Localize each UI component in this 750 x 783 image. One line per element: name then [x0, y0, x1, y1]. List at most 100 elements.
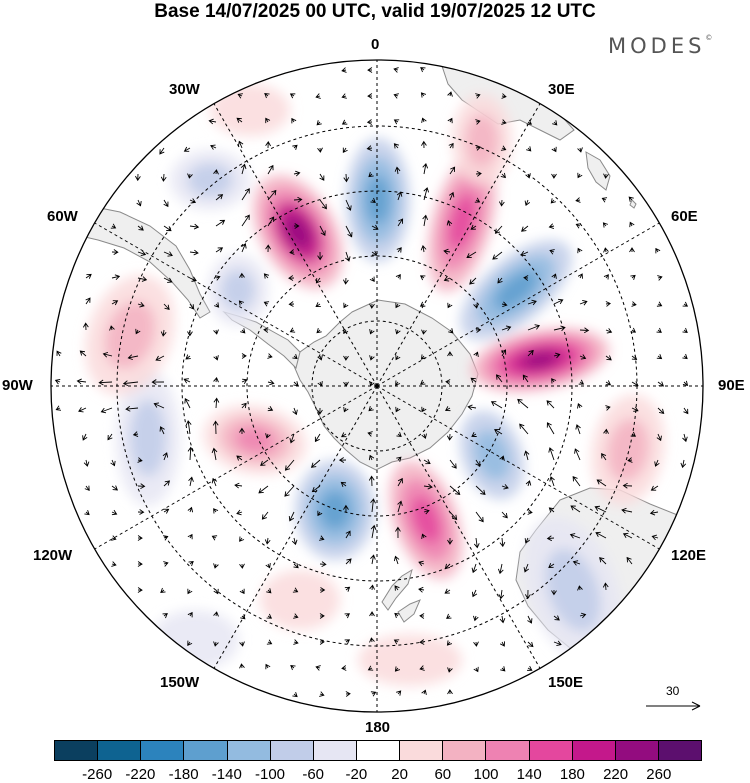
wind-arrow	[656, 301, 663, 307]
wind-arrow	[111, 249, 119, 255]
meridian-line	[213, 385, 378, 669]
wind-arrow	[319, 613, 325, 619]
wind-arrow	[345, 199, 352, 211]
wind-arrow	[602, 222, 609, 228]
wind-arrow	[98, 379, 113, 386]
wind-arrow	[316, 328, 322, 334]
wind-arrow	[421, 533, 427, 540]
wind-arrow	[319, 199, 327, 210]
wind-arrow	[605, 328, 613, 334]
wind-arrow	[240, 328, 246, 334]
wind-arrow	[293, 196, 303, 203]
wind-arrow	[551, 589, 557, 596]
wind-arrow	[397, 477, 403, 487]
wind-arrow	[523, 450, 530, 461]
wind-arrow	[317, 355, 323, 361]
wind-arrow	[552, 120, 558, 126]
wind-arrow	[56, 350, 62, 357]
wind-arrow	[602, 582, 609, 591]
wind-arrow	[237, 93, 243, 99]
wind-arrow	[315, 302, 321, 308]
wind-arrow	[241, 243, 247, 253]
wind-arrow	[367, 67, 373, 73]
wind-arrow	[423, 508, 430, 515]
wind-arrow	[211, 477, 218, 487]
wind-arrow	[498, 199, 505, 207]
wind-arrow	[572, 560, 581, 566]
wind-arrow	[553, 298, 564, 305]
wind-arrow	[622, 482, 633, 489]
wind-arrow	[293, 170, 301, 177]
wind-arrow	[292, 353, 298, 360]
wind-arrow	[526, 146, 532, 152]
wind-arrow	[107, 433, 113, 441]
anomaly-contour	[284, 214, 312, 250]
wind-arrow	[683, 407, 689, 415]
wind-arrow	[163, 277, 173, 283]
wind-arrow	[548, 223, 555, 230]
wind-arrow	[497, 277, 503, 284]
wind-arrow	[473, 537, 480, 549]
wind-arrow	[100, 407, 113, 414]
wind-arrow	[291, 537, 298, 546]
wind-arrow	[366, 119, 373, 125]
wind-arrow	[575, 223, 582, 229]
wind-arrow	[215, 247, 224, 253]
wind-arrow	[341, 67, 347, 73]
wind-arrow	[292, 587, 299, 593]
wind-arrow	[213, 588, 219, 595]
wind-arrow	[343, 328, 349, 334]
wind-arrow	[393, 67, 399, 73]
wind-arrow	[522, 374, 529, 383]
colorbar-swatch	[270, 741, 314, 760]
map-title: Base 14/07/2025 00 UTC, valid 19/07/2025…	[154, 1, 596, 22]
wind-arrow	[569, 533, 581, 539]
wind-arrow	[84, 509, 90, 516]
wind-arrow	[370, 498, 376, 513]
wind-arrow	[155, 355, 165, 361]
wind-arrow	[293, 563, 299, 569]
wind-arrow	[631, 381, 639, 387]
wind-arrow	[111, 485, 119, 491]
wind-arrow	[137, 509, 145, 515]
wind-arrow	[109, 325, 115, 331]
colorbar-tick-label: 180	[559, 766, 585, 783]
wind-arrow	[240, 163, 247, 175]
wind-arrow	[265, 562, 271, 569]
meridian-line	[376, 222, 660, 387]
wind-arrow	[494, 225, 503, 234]
colorbar-swatch	[486, 741, 530, 760]
wind-arrow	[605, 355, 612, 361]
lon-label-180: 180	[365, 719, 391, 736]
wind-arrow	[396, 247, 402, 253]
wind-arrow	[649, 509, 659, 516]
anomaly-contour	[523, 352, 557, 368]
wind-arrow	[236, 455, 243, 461]
wind-arrow	[137, 535, 143, 541]
wind-arrow	[548, 507, 555, 513]
wind-arrow	[577, 585, 583, 591]
wind-arrow	[605, 301, 611, 307]
wind-arrow	[577, 147, 583, 153]
wind-arrow	[628, 196, 634, 202]
wind-arrow	[368, 454, 375, 461]
wind-arrow	[469, 277, 477, 285]
wind-arrow	[549, 476, 555, 487]
wind-arrow	[523, 275, 529, 281]
wind-arrow	[345, 691, 351, 697]
wind-arrow	[446, 640, 453, 646]
wind-arrow	[527, 615, 533, 624]
wind-arrow	[189, 249, 199, 256]
wind-arrow	[396, 456, 402, 462]
wind-arrow	[367, 93, 373, 99]
wind-arrow	[163, 561, 169, 567]
wind-arrow	[267, 353, 273, 359]
wind-arrow	[572, 475, 581, 487]
wind-arrow	[315, 93, 321, 99]
wind-arrow	[319, 225, 326, 236]
wind-arrow	[160, 587, 166, 593]
wind-arrow	[526, 119, 533, 125]
wind-arrow	[473, 666, 479, 673]
wind-arrow	[444, 406, 451, 412]
wind-arrow	[395, 302, 401, 309]
